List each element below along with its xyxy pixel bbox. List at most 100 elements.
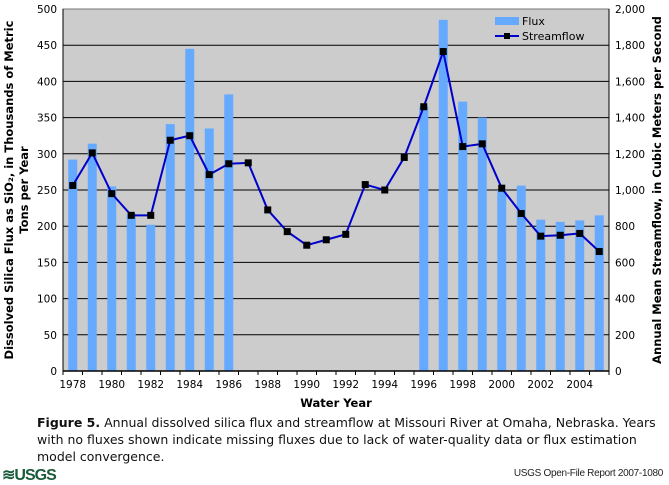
streamflow-marker	[459, 143, 467, 151]
y-tick-label: 150	[37, 257, 57, 269]
flux-bar	[516, 185, 526, 371]
streamflow-marker	[361, 181, 369, 189]
y-tick-label: 0	[50, 366, 57, 378]
usgs-logo-text: USGS	[14, 467, 56, 484]
x-tick-label: 2004	[566, 379, 593, 391]
y2-tick-label: 400	[615, 294, 635, 306]
x-axis-title: Water Year	[300, 396, 372, 410]
y-axis-title: Dissolved Silica Flux as SiO₂, in Thousa…	[2, 20, 31, 359]
flux-bar	[204, 128, 214, 371]
streamflow-marker	[576, 229, 584, 237]
streamflow-marker	[69, 181, 77, 189]
y2-tick-label: 1,000	[615, 185, 645, 197]
y-tick-label: 100	[37, 294, 57, 306]
streamflow-marker	[147, 211, 155, 219]
streamflow-marker	[127, 211, 135, 219]
y2-tick-label: 1,600	[615, 76, 645, 88]
streamflow-marker	[205, 171, 213, 179]
streamflow-marker	[225, 160, 233, 168]
flux-bar	[185, 48, 195, 371]
flux-bar	[477, 117, 487, 371]
flux-bar	[87, 143, 97, 371]
streamflow-marker	[166, 136, 174, 144]
streamflow-marker	[595, 248, 603, 256]
flux-bar	[146, 224, 156, 371]
y-tick-label: 50	[44, 330, 57, 342]
caption-label: Figure 5.	[37, 415, 101, 430]
flux-bar	[458, 101, 468, 371]
flux-bar	[107, 186, 117, 371]
streamflow-line	[71, 47, 600, 253]
streamflow-marker	[556, 231, 564, 239]
flux-bar	[497, 190, 507, 371]
flux-bar	[68, 159, 78, 371]
streamflow-marker	[478, 140, 486, 148]
streamflow-marker	[264, 206, 272, 214]
x-tick-label: 1984	[176, 379, 203, 391]
x-tick-label: 1990	[293, 379, 320, 391]
streamflow-marker	[244, 159, 252, 167]
x-tick-label: 1988	[254, 379, 281, 391]
legend-flux-swatch	[495, 17, 519, 25]
x-tick-label: 1978	[59, 379, 86, 391]
streamflow-marker	[400, 153, 408, 161]
streamflow-marker	[381, 186, 389, 194]
x-tick-label: 1998	[449, 379, 476, 391]
flux-bar	[224, 94, 234, 371]
legend-flux-label: Flux	[522, 15, 545, 28]
report-id: USGS Open-File Report 2007-1080	[513, 468, 663, 479]
streamflow-marker	[342, 230, 350, 238]
legend-streamflow-label: Streamflow	[522, 30, 584, 43]
x-tick-label: 2002	[527, 379, 554, 391]
y2-tick-label: 2,000	[615, 4, 645, 16]
x-tick-label: 1980	[98, 379, 125, 391]
streamflow-marker	[498, 184, 506, 192]
x-tick-label: 1986	[215, 379, 242, 391]
streamflow-marker	[186, 132, 194, 140]
caption-text: Annual dissolved silica flux and streamf…	[37, 415, 656, 464]
legend-streamflow-marker	[504, 33, 510, 39]
flux-bar	[536, 219, 546, 371]
chart: 0 0 50 200 100 400 150 600 200 800 250 1,000 300 1,20…	[2, 4, 664, 410]
x-tick-label: 2000	[488, 379, 515, 391]
y-tick-label: 500	[37, 4, 57, 16]
y-tick-label: 350	[37, 113, 57, 125]
flux-bar	[419, 106, 429, 372]
flux-bar	[594, 215, 604, 371]
x-tick-label: 1996	[410, 379, 437, 391]
streamflow-marker	[537, 232, 545, 240]
usgs-logo: ≋USGS	[2, 467, 57, 484]
y2-tick-label: 800	[615, 221, 635, 233]
y2-axis-title: Annual Mean Streamflow, in Cubic Meters …	[650, 16, 664, 364]
x-tick-label: 1982	[137, 379, 164, 391]
y2-tick-label: 1,800	[615, 40, 645, 52]
figure-caption: Figure 5. Annual dissolved silica flux a…	[37, 414, 657, 465]
y2-tick-label: 600	[615, 257, 635, 269]
streamflow-marker	[420, 103, 428, 111]
flux-bar	[126, 213, 136, 371]
y-axis-title-line: Tons per Year	[17, 146, 31, 234]
y2-tick-label: 1,200	[615, 149, 645, 161]
x-tick-label: 1992	[332, 379, 359, 391]
x-tick-label: 1994	[371, 379, 398, 391]
streamflow-marker	[322, 236, 330, 244]
flux-bar	[575, 220, 585, 371]
y-tick-label: 250	[37, 185, 57, 197]
streamflow-marker	[108, 190, 116, 198]
streamflow-marker	[283, 228, 291, 236]
y-tick-label: 300	[37, 149, 57, 161]
y2-tick-label: 0	[615, 366, 622, 378]
y2-tick-label: 1,400	[615, 113, 645, 125]
streamflow-marker	[517, 210, 525, 218]
streamflow-marker	[88, 149, 96, 157]
flux-bar	[555, 221, 565, 371]
y-tick-label: 200	[37, 221, 57, 233]
y-tick-label: 400	[37, 76, 57, 88]
y-axis-title-line: Dissolved Silica Flux as SiO₂, in Thousa…	[2, 20, 16, 359]
flux-bar	[438, 19, 448, 372]
streamflow-marker	[303, 241, 311, 249]
flux-bar	[165, 124, 175, 371]
y-tick-label: 450	[37, 40, 57, 52]
streamflow-marker	[439, 48, 447, 56]
y2-tick-label: 200	[615, 330, 635, 342]
